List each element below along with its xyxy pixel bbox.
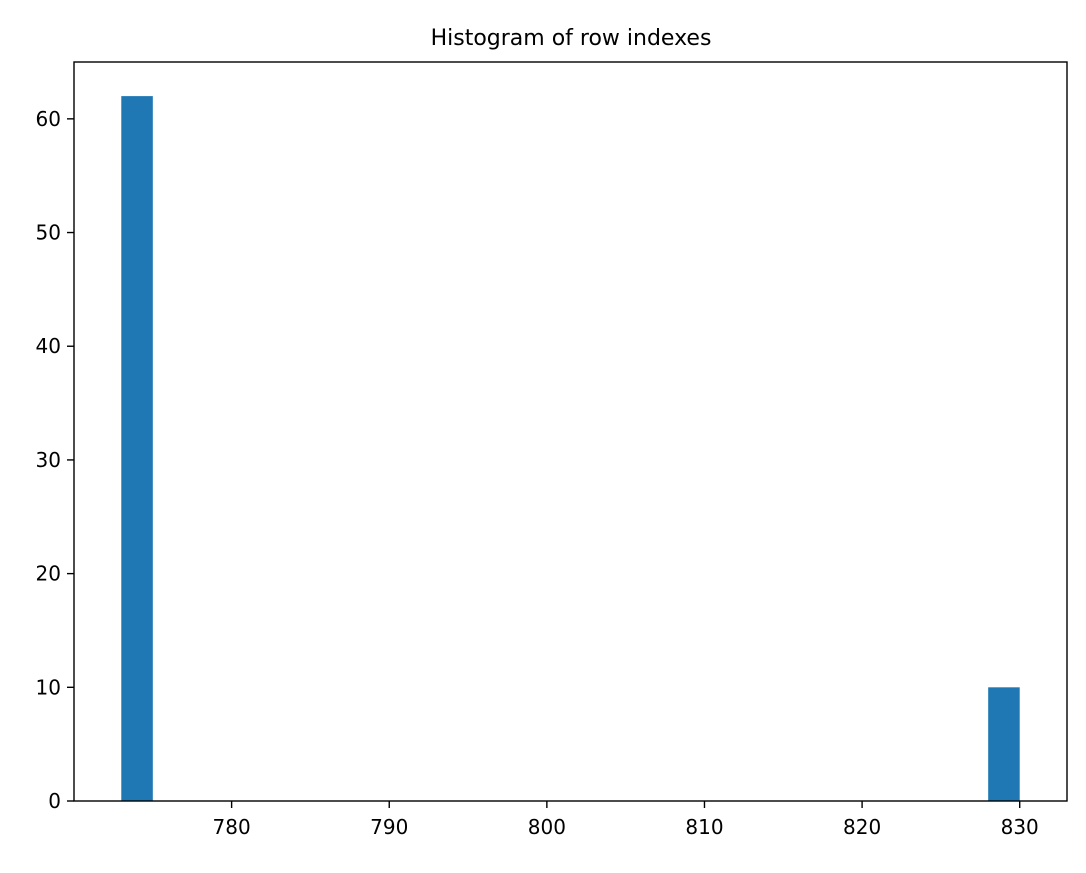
y-tick-label: 20 bbox=[36, 562, 61, 586]
y-tick-label: 40 bbox=[36, 334, 61, 358]
x-tick-label: 800 bbox=[528, 815, 566, 839]
plot-frame bbox=[73, 61, 1068, 802]
x-axis: 780 790 800 810 820 830 bbox=[213, 801, 1039, 839]
histogram-bar-1 bbox=[121, 96, 153, 802]
x-tick-label: 810 bbox=[685, 815, 723, 839]
y-tick-label: 60 bbox=[36, 107, 61, 131]
chart-title: Histogram of row indexes bbox=[431, 26, 712, 51]
y-axis: 0 10 20 30 40 50 60 bbox=[36, 107, 74, 813]
bars-layer bbox=[121, 96, 1020, 802]
x-tick-label: 820 bbox=[843, 815, 881, 839]
x-tick-label: 790 bbox=[370, 815, 408, 839]
y-tick-label: 0 bbox=[48, 789, 61, 813]
histogram-bar-2 bbox=[988, 687, 1020, 801]
y-tick-label: 10 bbox=[36, 675, 61, 699]
y-tick-label: 30 bbox=[36, 448, 61, 472]
x-tick-label: 830 bbox=[1001, 815, 1039, 839]
x-tick-label: 780 bbox=[213, 815, 251, 839]
y-tick-label: 50 bbox=[36, 221, 61, 245]
